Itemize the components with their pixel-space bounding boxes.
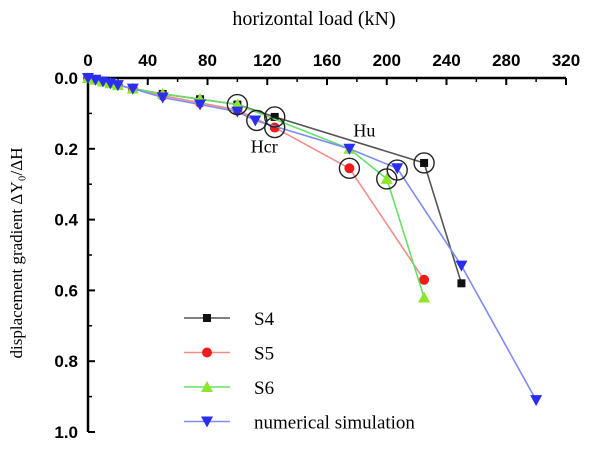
y-tick-label: 0.6 [54, 281, 78, 300]
series-line [87, 77, 425, 281]
x-tick-label: 120 [253, 51, 281, 70]
x-tick-label: 40 [138, 51, 157, 70]
y-axis-title: displacement gradient ΔY₀/ΔH [7, 148, 26, 359]
data-point-triangle-down [343, 143, 356, 155]
highlight-ring [264, 116, 286, 139]
highlight-ring [413, 152, 435, 174]
annotation-text: Hu [353, 120, 375, 140]
x-tick-label: 320 [552, 51, 580, 70]
data-point-triangle-down [391, 163, 404, 175]
series-line [87, 77, 537, 401]
series-3 [82, 73, 543, 407]
x-tick-label: 240 [432, 51, 460, 70]
annotations: Hcr Hu [251, 120, 376, 156]
legend-label: S6 [254, 378, 274, 399]
data-point-triangle-down [156, 92, 169, 104]
data-point-triangle-down [126, 83, 139, 95]
y-tick-label: 0.8 [54, 352, 78, 371]
data-point-triangle-down [111, 80, 124, 92]
data-point-triangle-up [380, 172, 393, 184]
series-2 [82, 72, 431, 303]
data-point-triangle-down [194, 99, 207, 111]
x-tick-label: 80 [198, 51, 217, 70]
legend-label: S5 [254, 344, 274, 365]
axes [86, 76, 567, 433]
plot-series [82, 72, 543, 407]
y-tick-label: 1.0 [54, 423, 78, 442]
highlight-circles [226, 93, 435, 190]
data-point-triangle-up [201, 381, 213, 392]
data-point-triangle-down [201, 416, 213, 428]
legend: S4 S5 S6 numerical simulation [184, 309, 415, 434]
x-tick-label: 0 [83, 51, 92, 70]
x-tick-label: 160 [313, 51, 341, 70]
x-axis-tick-labels: 0 40 80 120 160 200 240 280 320 [83, 51, 580, 70]
highlight-ring [226, 93, 249, 116]
data-point-triangle-up [418, 291, 431, 303]
data-point-triangle-down [455, 260, 468, 272]
legend-label: numerical simulation [254, 413, 415, 434]
x-tick-label: 280 [492, 51, 520, 70]
y-tick-label: 0.0 [54, 69, 78, 88]
data-point-circle [419, 274, 430, 285]
data-point-triangle-down [249, 115, 262, 127]
data-point-triangle-down [231, 106, 244, 118]
y-tick-label: 0.2 [54, 140, 78, 159]
data-point-circle [344, 163, 355, 174]
data-point-square [457, 279, 466, 288]
data-point-circle [202, 347, 212, 358]
highlight-ring [386, 159, 408, 181]
legend-label: S4 [254, 309, 275, 330]
data-point-square [420, 158, 429, 167]
y-axis-tick-labels: 0.0 0.2 0.4 0.6 0.8 1.0 [54, 69, 78, 442]
data-point-triangle-down [530, 395, 543, 407]
highlight-ring [264, 106, 286, 128]
x-axis-title: horizontal load (kN) [232, 8, 395, 30]
annotation-text: Hcr [251, 136, 278, 156]
y-tick-label: 0.4 [54, 211, 78, 230]
data-point-square [203, 314, 211, 322]
x-tick-label: 200 [373, 51, 401, 70]
highlight-ring [338, 157, 361, 179]
